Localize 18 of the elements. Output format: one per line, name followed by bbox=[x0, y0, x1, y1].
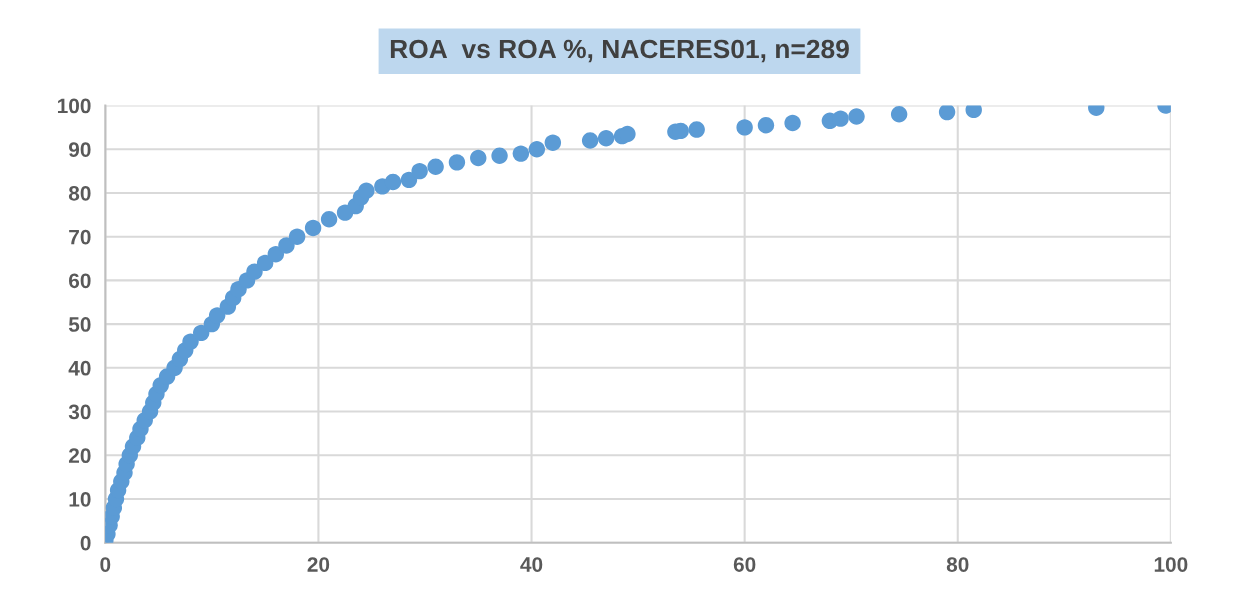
y-tick-label: 0 bbox=[80, 535, 91, 551]
y-tick-label: 90 bbox=[68, 142, 91, 157]
x-tick-label: 40 bbox=[520, 557, 543, 572]
chart-title: ROA vs ROA %, NACERES01, n=289 bbox=[390, 39, 849, 63]
y-tick-label: 10 bbox=[69, 491, 91, 507]
x-tick-label: 60 bbox=[733, 557, 756, 572]
y-tick-label: 80 bbox=[68, 185, 91, 201]
x-tick-label: 80 bbox=[946, 557, 969, 572]
y-tick-label: 60 bbox=[69, 273, 91, 289]
x-tick-label: 20 bbox=[307, 557, 330, 572]
x-tick-label: 100 bbox=[1154, 557, 1188, 572]
y-tick-label: 20 bbox=[68, 448, 91, 464]
y-tick-label: 50 bbox=[68, 317, 91, 332]
y-tick-label: 70 bbox=[69, 229, 91, 245]
x-tick-label: 0 bbox=[100, 557, 111, 572]
y-tick-label: 100 bbox=[57, 98, 91, 114]
y-tick-label: 40 bbox=[68, 360, 91, 376]
y-tick-label: 30 bbox=[68, 404, 91, 420]
